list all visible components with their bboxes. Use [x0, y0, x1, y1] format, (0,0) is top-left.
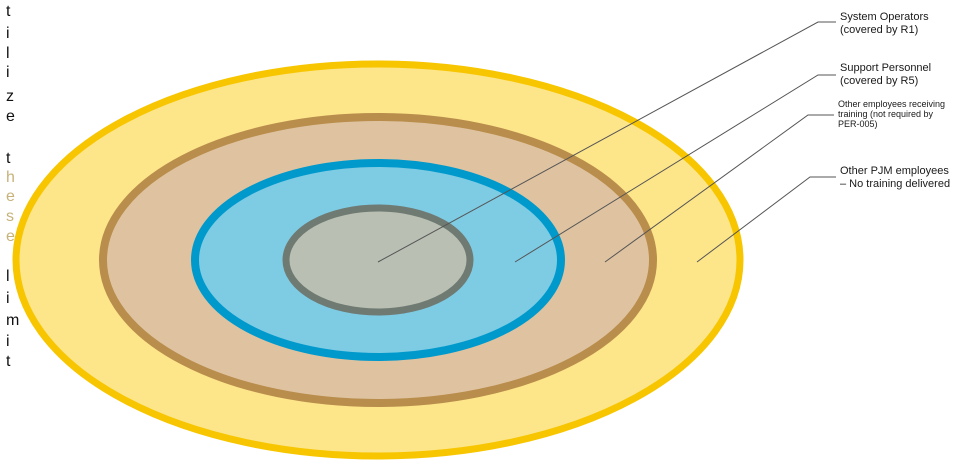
ring-system-operators [282, 204, 474, 316]
label-support-personnel: Support Personnel (covered by R5) [840, 62, 932, 87]
vertical-letter: t [6, 353, 11, 370]
label-system-operators: System Operators (covered by R1) [840, 11, 929, 36]
vertical-letter: l [6, 45, 10, 62]
vertical-letter: e [6, 228, 15, 245]
vertical-letter: i [6, 64, 10, 81]
leader-line-other-pjm-employees [696, 176, 836, 263]
label-other-pjm-employees: Other PJM employees – No training delive… [840, 165, 951, 190]
vertical-letter: h [6, 169, 15, 186]
label-other-employees-training: Other employees receiving training (not … [838, 99, 946, 129]
vertical-text-column: t i l i z e t h e s e l i m i t [0, 0, 20, 465]
vertical-letter: e [6, 108, 15, 125]
leader-line-other-employees-training [604, 114, 834, 263]
vertical-letter: m [6, 312, 20, 329]
vertical-letter: l [6, 268, 10, 285]
vertical-letter: i [6, 333, 10, 350]
vertical-letter: z [6, 88, 14, 105]
vertical-letter: i [6, 25, 10, 42]
leader-line-support-personnel [514, 74, 836, 263]
vertical-letter: s [6, 208, 14, 225]
vertical-letter: i [6, 290, 10, 307]
leader-line-system-operators [377, 21, 836, 263]
vertical-letter: t [6, 3, 11, 20]
vertical-letter: e [6, 188, 15, 205]
vertical-letter: t [6, 150, 11, 167]
